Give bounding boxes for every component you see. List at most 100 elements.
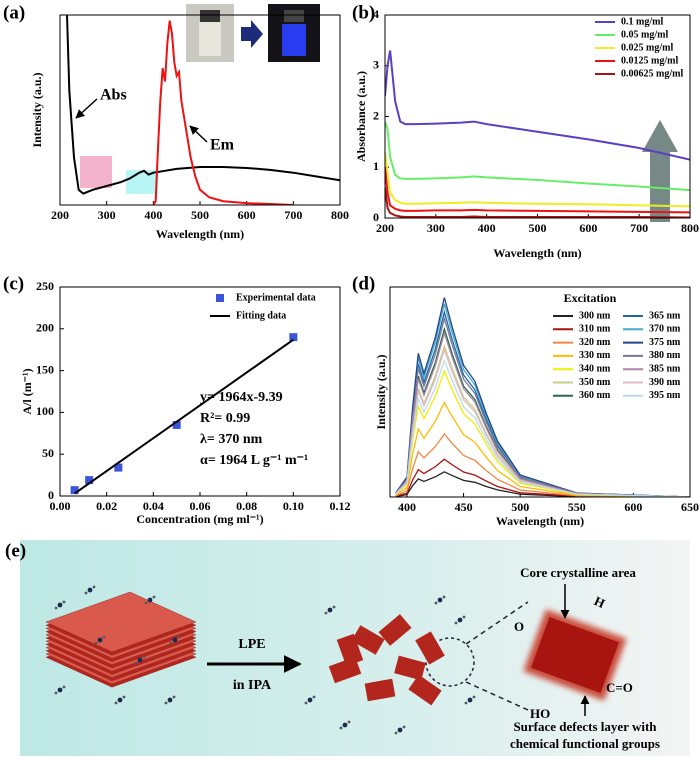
axis-frame [384, 14, 691, 219]
molecule [57, 687, 63, 693]
molecule [472, 695, 476, 699]
y-axis-label: Absorbance (a.u.) [354, 71, 368, 162]
series-label: Abs [100, 87, 127, 104]
x-tick-label: 450 [455, 500, 473, 514]
diagram: (e) LPE in IPA Core crystalline area O H… [5, 540, 690, 756]
molecule [402, 725, 406, 729]
series-line [395, 330, 690, 497]
legend-label: 320 nm [579, 337, 611, 348]
x-tick-label: 400 [478, 221, 496, 235]
inset-photos [186, 4, 320, 62]
molecule [54, 606, 58, 610]
x-tick-label: 0.12 [330, 499, 351, 513]
flake-zoom [523, 609, 627, 701]
y-tick-label: 100 [36, 404, 54, 418]
y-tick-label: 4 [373, 7, 379, 21]
molecule [142, 655, 146, 659]
legend-label: 350 nm [579, 377, 611, 388]
legend-label: 375 nm [649, 337, 681, 348]
axis-frame [389, 286, 691, 498]
molecule [442, 595, 446, 599]
data-point [114, 463, 123, 472]
data-point [85, 476, 94, 485]
molecule [342, 722, 348, 728]
x-tick-label: 500 [529, 221, 547, 235]
annotation: α= 1964 L g⁻¹ m⁻¹ [200, 453, 308, 468]
annotation: y= 1964x-9.39 [200, 390, 283, 405]
y-tick-label: 3 [373, 58, 379, 72]
molecule [332, 605, 336, 609]
molecule [462, 615, 466, 619]
series-line [395, 297, 690, 497]
molecule [172, 637, 178, 643]
x-tick-label: 300 [427, 221, 445, 235]
fragment [408, 674, 442, 706]
legend-label: 380 nm [649, 350, 681, 361]
y-tick-label: 1 [373, 159, 379, 173]
x-tick-label: 0.00 [50, 499, 71, 513]
x-axis-label: Concentration (mg ml⁻¹) [136, 512, 263, 526]
panel-label: (e) [5, 540, 26, 561]
molecule [464, 701, 468, 705]
y-tick-label: 150 [36, 362, 54, 376]
y-tick-label: 50 [42, 446, 54, 460]
x-tick-label: 700 [284, 208, 302, 222]
molecule [327, 607, 333, 613]
annotation-arrow [189, 125, 208, 143]
fragment [394, 655, 426, 681]
legend-label: 0.025 mg/ml [621, 42, 673, 53]
vial-cap [200, 10, 220, 22]
molecule [339, 726, 343, 730]
legend-label: 365 nm [649, 310, 681, 321]
molecule [164, 701, 168, 705]
zoom-circle [425, 637, 475, 687]
molecule [87, 587, 93, 593]
molecule [347, 720, 351, 724]
molecule [117, 697, 123, 703]
x-tick-label: 600 [238, 208, 256, 222]
x-axis-label: Wavelength (nm) [156, 227, 244, 241]
highlight-box [80, 156, 112, 188]
data-point [172, 420, 181, 429]
molecule [172, 695, 176, 699]
molecule [94, 641, 98, 645]
x-tick-label: 500 [511, 500, 529, 514]
group-label: O [514, 619, 524, 634]
zoom-line [465, 681, 529, 711]
x-tick-label: 0.04 [143, 499, 164, 513]
molecule [137, 657, 143, 663]
arrow-label: LPE [238, 637, 265, 652]
series-line [395, 432, 690, 497]
molecule [114, 701, 118, 705]
molecule [84, 591, 88, 595]
legend-label: 0.05 mg/ml [621, 29, 668, 40]
legend-label: 0.0125 mg/ml [621, 55, 678, 66]
x-tick-label: 400 [144, 208, 162, 222]
annotation-arrow [75, 98, 98, 119]
series-line [395, 347, 690, 497]
x-tick-label: 300 [98, 208, 116, 222]
x-tick-label: 800 [681, 221, 699, 235]
fragment [415, 631, 445, 665]
data-point [289, 333, 298, 342]
x-tick-label: 600 [624, 500, 642, 514]
fragment [336, 633, 364, 667]
vial [199, 22, 221, 56]
molecule [307, 697, 313, 703]
panel-label: (c) [3, 273, 24, 294]
inset-arrow [241, 20, 263, 48]
surface-label: Surface defects layer with [513, 719, 657, 734]
x-tick-label: 600 [579, 221, 597, 235]
series-line [395, 309, 690, 497]
series-line [66, 15, 340, 195]
molecule [92, 585, 96, 589]
annotation: R²= 0.99 [200, 411, 250, 426]
plot-area [70, 333, 298, 495]
molecule [312, 695, 316, 699]
y-tick-label: 2 [373, 108, 379, 122]
molecule [397, 727, 403, 733]
series-line [395, 316, 690, 497]
legend-label: 300 nm [579, 310, 611, 321]
panel-label: (a) [3, 2, 25, 23]
